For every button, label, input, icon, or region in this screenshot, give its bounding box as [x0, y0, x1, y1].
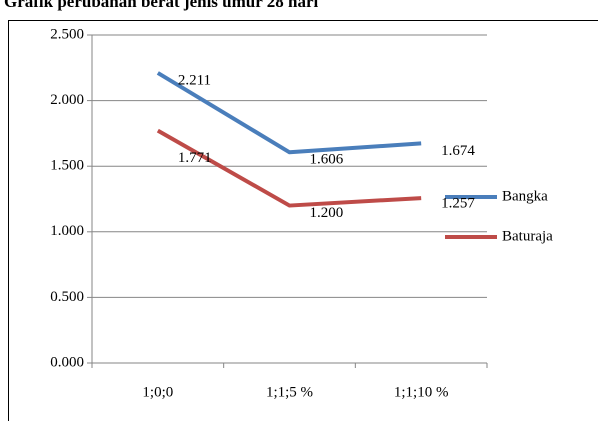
legend-label: Baturaja	[502, 228, 553, 244]
y-tick-label: 1.000	[50, 223, 84, 239]
x-tick-label: 1;1;5 %	[266, 384, 313, 400]
chart-title: Grafik perubahan berat jenis umur 28 har…	[4, 0, 318, 11]
y-tick-label: 1.500	[50, 158, 84, 174]
data-label: 1.200	[310, 205, 344, 221]
x-tick-label: 1;1;10 %	[394, 384, 449, 400]
data-label: 1.257	[441, 196, 475, 212]
y-tick-label: 0.500	[50, 289, 84, 305]
y-tick-label: 2.500	[50, 26, 84, 42]
y-tick-label: 2.000	[50, 92, 84, 108]
legend-label: Bangka	[502, 188, 548, 204]
data-label: 1.771	[178, 150, 212, 166]
x-tick-label: 1;0;0	[142, 384, 173, 400]
data-label: 1.606	[310, 152, 344, 168]
series-line	[156, 71, 422, 155]
data-label: 2.211	[178, 72, 211, 88]
chart-border	[8, 20, 598, 421]
series-line	[156, 128, 422, 208]
y-tick-label: 0.000	[50, 354, 84, 370]
data-label: 1.674	[441, 143, 475, 159]
